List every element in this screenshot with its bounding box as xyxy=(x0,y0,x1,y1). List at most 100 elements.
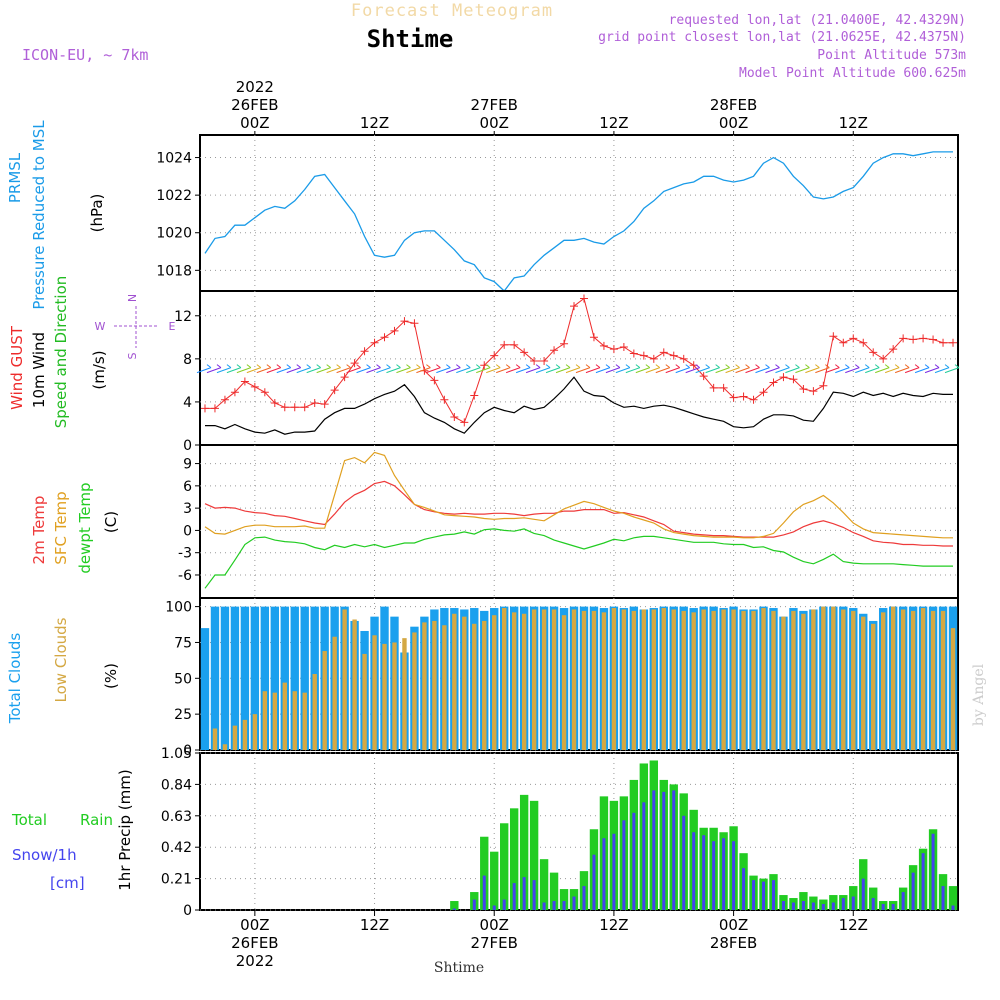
compass-south: S xyxy=(126,352,139,359)
ylabel-precip: 1hr Precip (mm) xyxy=(116,769,134,890)
gust-marker xyxy=(530,357,539,365)
gust-marker xyxy=(749,395,758,404)
y-tick-label: 0.21 xyxy=(161,872,192,888)
bar-low-clouds xyxy=(751,610,756,750)
bar-low-clouds xyxy=(342,609,347,750)
top-date-label: 27FEB xyxy=(470,96,517,114)
panel-frame-temp xyxy=(199,444,959,599)
gust-marker xyxy=(769,378,778,387)
gust-marker xyxy=(739,392,748,401)
gust-marker xyxy=(809,387,818,396)
bar-snow xyxy=(652,790,656,910)
bar-low-clouds xyxy=(292,691,297,750)
wind-direction-arrow xyxy=(725,364,740,374)
gust-marker xyxy=(200,404,209,413)
bar-low-clouds xyxy=(930,610,936,750)
bar-low-clouds xyxy=(661,608,666,750)
wind-direction-arrow xyxy=(645,364,661,374)
point-altitude: Point Altitude 573m xyxy=(817,48,966,63)
y-tick-label: 1024 xyxy=(156,151,192,167)
bar-low-clouds xyxy=(362,653,367,750)
bar-total-rain xyxy=(509,808,519,910)
wind-direction-arrow xyxy=(515,364,531,374)
bar-total-clouds xyxy=(210,606,220,750)
bar-low-clouds xyxy=(502,608,507,750)
wind-direction-arrow xyxy=(855,364,870,374)
gust-marker xyxy=(520,348,529,357)
bar-low-clouds xyxy=(641,609,647,750)
y-tick-label: 0 xyxy=(183,743,192,759)
panel-temp: -6 -3 0 3 6 9 2m Temp SFC Temp dewpt Temp (C) xyxy=(30,444,959,599)
bar-total-clouds xyxy=(280,606,289,750)
top-tick-label: 00Z xyxy=(719,114,748,132)
wind-direction-arrow xyxy=(266,364,282,374)
gust-marker xyxy=(470,391,479,400)
bar-snow xyxy=(752,880,756,910)
bar-snow xyxy=(592,854,596,910)
bar-snow xyxy=(682,815,686,910)
gust-marker xyxy=(240,377,249,386)
gust-marker xyxy=(260,388,269,397)
bar-low-clouds xyxy=(691,612,696,750)
gust-marker xyxy=(729,393,738,402)
bottom-tick-label: 12Z xyxy=(360,916,389,934)
chart-title: Forecast Meteogram xyxy=(351,1,553,21)
bar-low-clouds xyxy=(242,719,248,750)
gust-marker xyxy=(450,413,459,421)
bar-low-clouds xyxy=(402,638,407,750)
gust-marker xyxy=(290,403,299,412)
bar-snow xyxy=(522,877,526,910)
wind-direction-arrow xyxy=(745,364,760,374)
y-tick-label: 8 xyxy=(183,352,192,368)
credit-watermark: by Angel xyxy=(971,663,987,726)
gust-marker xyxy=(340,373,349,382)
gridpoint-coords: grid point closest lon,lat (21.0625E, 42… xyxy=(598,30,966,45)
label-cm: [cm] xyxy=(50,874,85,892)
wind-direction-arrow xyxy=(904,364,920,374)
bar-total-clouds xyxy=(250,606,260,750)
bar-snow xyxy=(602,838,606,910)
bar-low-clouds xyxy=(372,635,377,750)
wind-direction-arrow xyxy=(785,364,800,374)
gust-marker xyxy=(210,404,219,413)
bar-low-clouds xyxy=(761,608,766,750)
wind-direction-arrow xyxy=(795,364,810,374)
bar-low-clouds xyxy=(731,609,736,750)
wind-direction-arrow xyxy=(894,364,910,374)
bar-total-rain xyxy=(450,901,459,910)
wind-direction-arrow xyxy=(496,364,511,374)
bar-snow xyxy=(642,802,646,910)
gust-marker xyxy=(829,332,838,341)
y-tick-label: 0.42 xyxy=(161,840,192,856)
gust-marker xyxy=(540,357,549,365)
gust-marker xyxy=(560,339,569,348)
gust-marker xyxy=(579,294,588,303)
bar-snow xyxy=(492,905,496,910)
y-tick-label: 25 xyxy=(174,707,192,723)
bar-low-clouds xyxy=(950,628,956,750)
bar-low-clouds xyxy=(601,612,607,750)
series-line-gust xyxy=(205,297,953,424)
bar-snow xyxy=(771,880,775,910)
panel-pressure: 1018 1020 1022 1024 PRMSL Pressure Reduced to… xyxy=(6,120,959,310)
bar-total-rain xyxy=(519,794,529,910)
wind-direction-arrow xyxy=(775,364,790,374)
series-line-2m-temp xyxy=(204,480,953,547)
bar-snow xyxy=(921,853,925,910)
unit-c: (C) xyxy=(102,511,120,533)
bar-snow xyxy=(931,833,935,910)
gust-marker xyxy=(849,334,858,343)
gust-marker xyxy=(310,399,319,407)
bar-low-clouds xyxy=(571,609,577,750)
wind-direction-arrow xyxy=(675,364,691,374)
bar-low-clouds xyxy=(212,728,218,750)
wind-direction-arrow xyxy=(585,364,601,374)
bar-snow xyxy=(532,880,536,910)
gust-marker xyxy=(949,338,958,347)
bar-total-rain xyxy=(948,886,958,910)
gust-marker xyxy=(380,333,389,342)
wind-direction-arrow xyxy=(655,364,671,374)
bar-total-clouds xyxy=(240,606,250,750)
wind-direction-arrow xyxy=(615,364,631,374)
bar-snow xyxy=(582,886,586,910)
